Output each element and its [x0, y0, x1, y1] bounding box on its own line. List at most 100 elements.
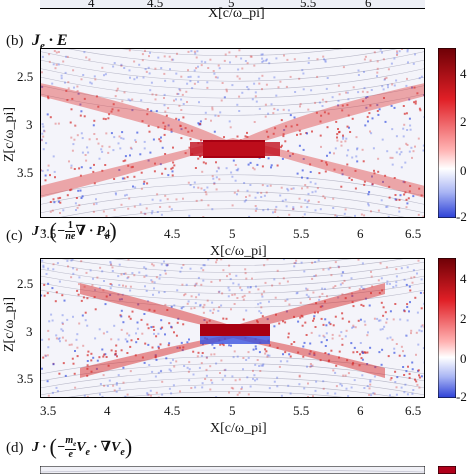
- heatmap-cell: [201, 170, 204, 173]
- heatmap-cell: [367, 193, 370, 196]
- heatmap-cell: [376, 110, 379, 112]
- heatmap-cell: [69, 121, 72, 124]
- heatmap-cell: [237, 189, 240, 192]
- heatmap-cell: [405, 84, 408, 87]
- heatmap-cell: [47, 267, 50, 270]
- heatmap-cell: [334, 392, 337, 395]
- heatmap-cell: [246, 131, 248, 134]
- heatmap-cell: [371, 285, 374, 288]
- panel-b-xtick-4.5: 4.5: [164, 226, 181, 241]
- heatmap-cell: [124, 285, 127, 288]
- heatmap-cell: [295, 259, 298, 262]
- panel-c-xtick-6: 6: [357, 403, 364, 418]
- heatmap-cell: [253, 82, 256, 85]
- heatmap-cell: [103, 74, 105, 77]
- heatmap-cell: [292, 208, 295, 211]
- heatmap-cell: [340, 144, 343, 147]
- heatmap-cell: [170, 130, 173, 133]
- heatmap-cell: [61, 321, 64, 324]
- heatmap-cell: [176, 321, 179, 324]
- heatmap-cell: [416, 272, 418, 275]
- heatmap-cell: [46, 113, 49, 116]
- heatmap-cell: [154, 162, 156, 165]
- heatmap-cell: [54, 67, 57, 70]
- heatmap-cell: [81, 151, 84, 154]
- heatmap-cell: [91, 284, 94, 287]
- heatmap-cell: [170, 167, 173, 170]
- heatmap-cell: [122, 321, 125, 324]
- heatmap-cell: [284, 321, 287, 324]
- heatmap-cell: [395, 386, 398, 389]
- heatmap-cell: [417, 369, 420, 372]
- heatmap-cell: [212, 70, 215, 72]
- heatmap-cell: [325, 339, 328, 342]
- heatmap-cell: [380, 199, 383, 202]
- heatmap-cell: [149, 89, 152, 92]
- heatmap-cell: [310, 89, 313, 92]
- heatmap-cell: [395, 268, 398, 271]
- heatmap-cell: [139, 203, 142, 206]
- heatmap-cell: [163, 291, 166, 293]
- panel-c-colorbar: [438, 258, 456, 398]
- heatmap-cell: [377, 113, 380, 116]
- heatmap-cell: [400, 267, 403, 270]
- heatmap-cell: [79, 103, 82, 106]
- heatmap-cell: [420, 330, 423, 333]
- heatmap-cell: [243, 200, 246, 203]
- heatmap-cell: [143, 313, 146, 315]
- heatmap-cell: [389, 394, 391, 397]
- heatmap-cell: [252, 369, 254, 372]
- heatmap-cell: [163, 260, 165, 263]
- heatmap-cell: [420, 75, 423, 78]
- heatmap-cell: [350, 342, 353, 345]
- heatmap-cell: [340, 331, 343, 334]
- heatmap-cell: [236, 193, 238, 196]
- heatmap-cell: [204, 162, 207, 165]
- heatmap-cell: [83, 97, 86, 100]
- heatmap-cell: [152, 138, 155, 141]
- heatmap-cell: [56, 262, 59, 265]
- heatmap-cell: [72, 362, 75, 365]
- heatmap-cell: [307, 61, 310, 64]
- heatmap-cell: [293, 116, 296, 119]
- heatmap-cell: [55, 51, 58, 54]
- heatmap-cell: [115, 382, 118, 384]
- heatmap-cell: [393, 106, 396, 109]
- heatmap-cell: [254, 196, 257, 199]
- heatmap-cell: [168, 387, 171, 390]
- heatmap-cell: [370, 394, 373, 397]
- heatmap-cell: [176, 289, 179, 292]
- heatmap-cell: [129, 345, 132, 348]
- heatmap-cell: [352, 351, 355, 354]
- heatmap-cell: [86, 354, 89, 357]
- heatmap-cell: [325, 161, 328, 164]
- heatmap-cell: [305, 334, 308, 336]
- heatmap-cell: [95, 202, 98, 205]
- heatmap-cell: [163, 133, 166, 136]
- heatmap-cell: [213, 130, 216, 133]
- heatmap-cell: [85, 159, 88, 162]
- heatmap-cell: [199, 155, 201, 158]
- heatmap-cell: [89, 269, 92, 272]
- panel-b-cb-tick-0: 0: [460, 163, 467, 178]
- heatmap-cell: [76, 206, 79, 209]
- heatmap-cell: [363, 320, 366, 323]
- heatmap-cell: [252, 348, 255, 351]
- heatmap-cell: [215, 258, 218, 261]
- heatmap-cell: [384, 77, 386, 80]
- heatmap-cell: [322, 334, 325, 337]
- heatmap-cell: [341, 312, 344, 315]
- heatmap-cell: [132, 185, 134, 188]
- heatmap-cell: [229, 61, 231, 64]
- heatmap-cell: [361, 262, 364, 265]
- heatmap-cell: [307, 108, 310, 111]
- heatmap-cell: [186, 366, 189, 369]
- heatmap-cell: [316, 58, 319, 61]
- heatmap-cell: [315, 111, 318, 114]
- heatmap-cell: [172, 146, 174, 149]
- heatmap-cell: [340, 185, 343, 188]
- heatmap-cell: [287, 384, 290, 387]
- heatmap-cell: [288, 353, 291, 356]
- heatmap-cell: [276, 164, 279, 167]
- heatmap-cell: [151, 280, 154, 283]
